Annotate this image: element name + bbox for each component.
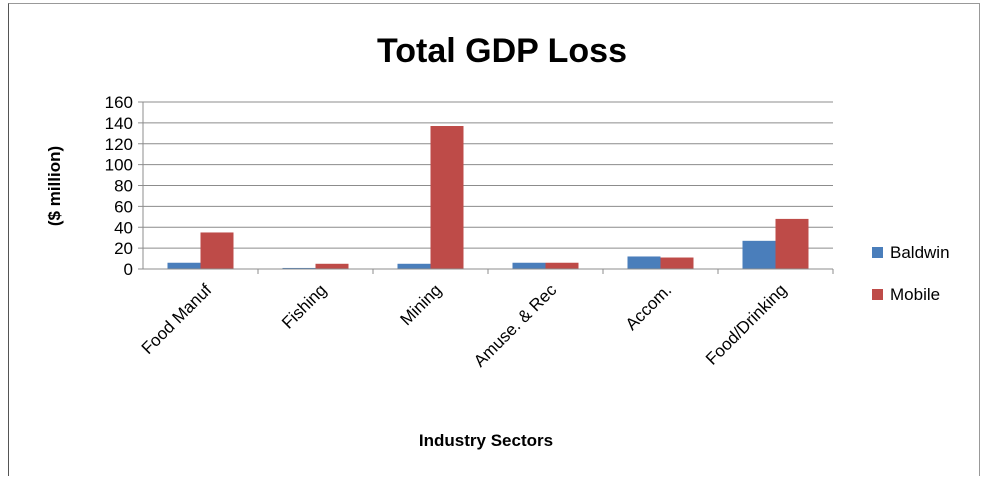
x-category-label: Mining [396,280,445,329]
y-tick-label: 40 [114,218,133,237]
chart-frame [8,3,980,476]
bar-mobile-amuse-rec [545,262,579,269]
y-tick-label: 100 [105,156,133,175]
x-category-label: Amuse. & Rec [470,280,561,371]
y-tick-label: 0 [124,260,133,279]
bar-baldwin-food-manuf [167,262,201,269]
y-tick-label: 160 [105,93,133,112]
y-tick-label: 140 [105,114,133,133]
x-category-label: Food Manuf [138,280,216,358]
bar-baldwin-accom- [627,256,661,269]
y-tick-label: 120 [105,135,133,154]
x-category-label: Accom. [622,280,676,334]
legend-swatch-mobile [872,289,883,300]
bar-mobile-mining [430,126,464,269]
bar-baldwin-food-drinking [742,240,776,269]
bar-mobile-accom- [660,257,694,269]
x-category-label: Food/Drinking [702,280,790,368]
bar-mobile-food-manuf [200,232,234,269]
bar-mobile-fishing [315,263,349,269]
y-tick-label: 80 [114,177,133,196]
legend-label-baldwin: Baldwin [890,243,950,262]
bar-baldwin-amuse-rec [512,262,546,269]
chart-title: Total GDP Loss [377,32,627,70]
axes [142,102,834,274]
legend-swatch-baldwin [872,247,883,258]
y-axis-title: ($ million) [45,146,64,226]
x-axis-labels: Food Manuf Fishing Mining Amuse. & Rec Accom… [138,280,791,371]
bar-baldwin-fishing [282,267,316,269]
y-tick-label: 60 [114,197,133,216]
bars [167,126,809,269]
x-category-label: Fishing [278,280,330,332]
y-tick-label: 20 [114,239,133,258]
bar-mobile-food-drinking [775,218,809,269]
gridlines [143,101,833,249]
legend: Baldwin Mobile [872,243,950,304]
bar-baldwin-mining [397,263,431,269]
legend-label-mobile: Mobile [890,285,940,304]
x-axis-title: Industry Sectors [419,431,553,450]
